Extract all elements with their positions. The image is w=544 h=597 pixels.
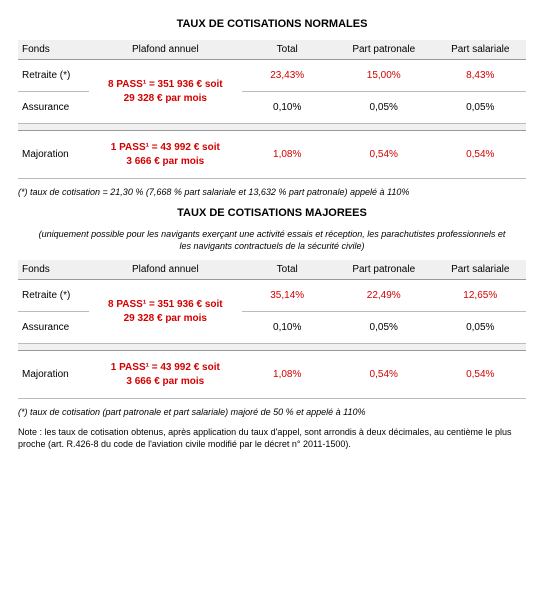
bottom-note: Note : les taux de cotisation obtenus, a…	[18, 427, 526, 450]
col-fonds: Fonds	[18, 260, 89, 280]
row-majoration: Majoration 1 PASS¹ = 43 992 € soit 3 666…	[18, 351, 526, 399]
cell-salariale: 12,65%	[435, 280, 526, 312]
cell-total: 23,43%	[242, 60, 333, 92]
cell-patronale: 15,00%	[333, 60, 435, 92]
table2-title: TAUX DE COTISATIONS MAJOREES	[18, 207, 526, 219]
cell-total: 35,14%	[242, 280, 333, 312]
plafond-line1: 1 PASS¹ = 43 992 € soit	[111, 142, 220, 153]
table-header-row: Fonds Plafond annuel Total Part patronal…	[18, 260, 526, 280]
cell-plafond: 1 PASS¹ = 43 992 € soit 3 666 € par mois	[89, 351, 241, 399]
cell-label: Retraite (*)	[18, 60, 89, 92]
cell-plafond: 8 PASS¹ = 351 936 € soit 29 328 € par mo…	[89, 60, 241, 124]
col-total: Total	[242, 40, 333, 60]
col-salariale: Part salariale	[435, 40, 526, 60]
plafond-line2: 3 666 € par mois	[126, 376, 204, 387]
cell-plafond: 1 PASS¹ = 43 992 € soit 3 666 € par mois	[89, 131, 241, 179]
col-patronale: Part patronale	[333, 260, 435, 280]
table2-subtitle: (uniquement possible pour les navigants …	[38, 229, 506, 252]
cell-label: Majoration	[18, 351, 89, 399]
cell-salariale: 0,05%	[435, 92, 526, 124]
cell-salariale: 0,54%	[435, 131, 526, 179]
cell-total: 0,10%	[242, 92, 333, 124]
cell-patronale: 22,49%	[333, 280, 435, 312]
cell-label: Assurance	[18, 312, 89, 344]
col-plafond: Plafond annuel	[89, 260, 241, 280]
cell-label: Retraite (*)	[18, 280, 89, 312]
plafond-line1: 8 PASS¹ = 351 936 € soit	[108, 299, 223, 310]
col-patronale: Part patronale	[333, 40, 435, 60]
cell-patronale: 0,54%	[333, 131, 435, 179]
plafond-line1: 8 PASS¹ = 351 936 € soit	[108, 79, 223, 90]
cell-salariale: 0,05%	[435, 312, 526, 344]
col-fonds: Fonds	[18, 40, 89, 60]
col-salariale: Part salariale	[435, 260, 526, 280]
table-header-row: Fonds Plafond annuel Total Part patronal…	[18, 40, 526, 60]
cell-salariale: 8,43%	[435, 60, 526, 92]
plafond-line2: 29 328 € par mois	[124, 313, 207, 324]
plafond-line1: 1 PASS¹ = 43 992 € soit	[111, 362, 220, 373]
table-majorees: Fonds Plafond annuel Total Part patronal…	[18, 260, 526, 399]
cell-salariale: 0,54%	[435, 351, 526, 399]
table1-title: TAUX DE COTISATIONS NORMALES	[18, 18, 526, 30]
table-normales: Fonds Plafond annuel Total Part patronal…	[18, 40, 526, 179]
table1-footnote: (*) taux de cotisation = 21,30 % (7,668 …	[18, 187, 526, 197]
plafond-line2: 29 328 € par mois	[124, 93, 207, 104]
plafond-line2: 3 666 € par mois	[126, 156, 204, 167]
row-majoration: Majoration 1 PASS¹ = 43 992 € soit 3 666…	[18, 131, 526, 179]
cell-total: 1,08%	[242, 351, 333, 399]
row-retraite: Retraite (*) 8 PASS¹ = 351 936 € soit 29…	[18, 280, 526, 312]
cell-patronale: 0,54%	[333, 351, 435, 399]
row-separator	[18, 124, 526, 131]
row-retraite: Retraite (*) 8 PASS¹ = 351 936 € soit 29…	[18, 60, 526, 92]
cell-label: Assurance	[18, 92, 89, 124]
table2-footnote: (*) taux de cotisation (part patronale e…	[18, 407, 526, 417]
col-plafond: Plafond annuel	[89, 40, 241, 60]
cell-total: 0,10%	[242, 312, 333, 344]
cell-plafond: 8 PASS¹ = 351 936 € soit 29 328 € par mo…	[89, 280, 241, 344]
col-total: Total	[242, 260, 333, 280]
cell-label: Majoration	[18, 131, 89, 179]
row-separator	[18, 344, 526, 351]
cell-total: 1,08%	[242, 131, 333, 179]
cell-patronale: 0,05%	[333, 92, 435, 124]
cell-patronale: 0,05%	[333, 312, 435, 344]
